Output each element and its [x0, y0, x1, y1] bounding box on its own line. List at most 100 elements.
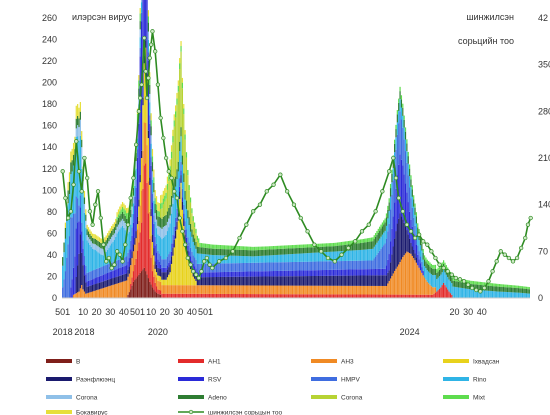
bar-1-week-279 [441, 285, 443, 298]
bar-5-week-191 [321, 270, 324, 276]
bar-7-week-202 [336, 251, 339, 262]
bar-7-week-179 [305, 253, 307, 262]
bar-6-week-157 [275, 262, 277, 271]
bar-9-week-96 [192, 234, 194, 242]
bar-9-week-102 [200, 247, 203, 254]
bar-1-week-75 [164, 293, 166, 298]
bar-4-week-243 [392, 246, 394, 274]
bar-9-week-105 [204, 247, 207, 255]
bar-8-week-26 [97, 246, 99, 253]
bar-7-week-336 [519, 292, 521, 298]
bar-6-week-147 [262, 262, 264, 272]
bar-9-week-295 [463, 282, 465, 289]
bar-4-week-241 [389, 262, 392, 279]
bar-7-week-241 [389, 196, 392, 210]
bar-4-week-242 [391, 254, 393, 276]
bar-5-week-234 [380, 268, 382, 276]
bar-9-week-255 [408, 168, 411, 177]
bar-1-week-147 [262, 294, 264, 298]
bar-9-week-278 [440, 268, 442, 275]
bar-5-week-189 [319, 270, 321, 276]
bar-1-week-223 [365, 294, 367, 298]
bar-10-week-100 [198, 242, 200, 248]
bar-9-week-313 [487, 285, 490, 291]
bar-2-week-247 [398, 264, 400, 295]
bar-11-week-194 [326, 243, 328, 247]
bar-1-week-267 [425, 294, 427, 298]
bar-1-week-196 [328, 294, 330, 298]
bar-2-week-179 [305, 285, 307, 295]
bar-7-week-25 [96, 251, 98, 269]
bar-3-week-87 [180, 182, 182, 286]
bar-11-week-301 [471, 280, 473, 285]
line-point-108 [478, 289, 483, 294]
bar-7-week-182 [309, 252, 311, 262]
bar-4-week-144 [257, 276, 260, 286]
bar-5-week-22 [92, 279, 94, 285]
line-point-60 [216, 259, 222, 264]
bar-6-week-79 [169, 251, 171, 261]
line-point-117 [514, 255, 520, 261]
bar-11-week-249 [400, 95, 403, 100]
line-series-group [60, 29, 533, 294]
bar-12-week-89 [183, 104, 185, 109]
bar-2-week-221 [362, 285, 364, 295]
bar-12-week-63 [147, 10, 149, 17]
bar-11-week-119 [223, 245, 226, 250]
bar-5-week-31 [104, 274, 106, 281]
left-tick-260: 260 [42, 13, 57, 23]
bar-6-week-143 [256, 262, 258, 272]
bar-9-week-312 [486, 285, 488, 291]
bar-6-week-202 [336, 261, 339, 270]
bar-4-week-219 [360, 275, 362, 286]
bar-7-week-304 [475, 289, 477, 298]
bar-11-week-162 [282, 245, 284, 249]
bar-12-week-19 [87, 227, 90, 232]
bar-2-week-141 [253, 285, 256, 295]
bar-2-week-21 [90, 291, 92, 298]
bar-7-week-188 [317, 252, 320, 262]
bar-4-week-103 [202, 277, 204, 286]
bar-1-week-131 [240, 294, 242, 298]
bar-6-week-168 [290, 262, 292, 271]
bar-2-week-253 [406, 251, 408, 295]
bar-12-week-33 [106, 233, 109, 238]
bar-9-week-128 [236, 249, 238, 256]
bar-3-week-82 [173, 247, 175, 286]
bar-4-week-169 [291, 276, 294, 286]
bar-2-week-68 [154, 274, 156, 283]
line-point-0 [60, 169, 65, 174]
bar-7-week-19 [87, 242, 90, 273]
line-point-91 [408, 229, 414, 234]
line-point-101 [449, 272, 454, 277]
year-labels: 2018 2018 2020 2024 [53, 327, 420, 337]
bar-5-week-108 [209, 272, 211, 278]
line-point-57 [204, 255, 210, 261]
bar-6-week-112 [214, 263, 216, 273]
bar-1-week-67 [153, 277, 155, 290]
bar-8-week-54 [135, 160, 137, 169]
bar-2-week-187 [316, 285, 318, 295]
bar-12-week-79 [169, 159, 171, 167]
bar-5-week-223 [365, 269, 367, 276]
bar-5-week-240 [388, 254, 390, 271]
bar-6-week-158 [277, 262, 279, 271]
bar-1-week-187 [316, 294, 318, 298]
bar-5-week-40 [116, 269, 118, 277]
bar-4-week-253 [406, 230, 408, 252]
bar-11-week-225 [368, 238, 370, 242]
bar-8-week-22 [92, 243, 94, 249]
bar-0-week-70 [157, 293, 159, 298]
bar-2-week-121 [226, 285, 228, 294]
bar-4-week-245 [395, 231, 397, 269]
bar-2-week-112 [214, 285, 216, 294]
bar-6-week-24 [94, 269, 96, 279]
bar-1-week-154 [271, 294, 273, 298]
bar-10-week-88 [181, 88, 184, 156]
bar-2-week-219 [360, 285, 362, 295]
bar-5-week-182 [309, 270, 311, 277]
bar-11-week-266 [423, 255, 426, 260]
bar-7-week-155 [272, 255, 275, 263]
bar-2-week-256 [410, 253, 412, 295]
bar-2-week-83 [174, 285, 177, 294]
